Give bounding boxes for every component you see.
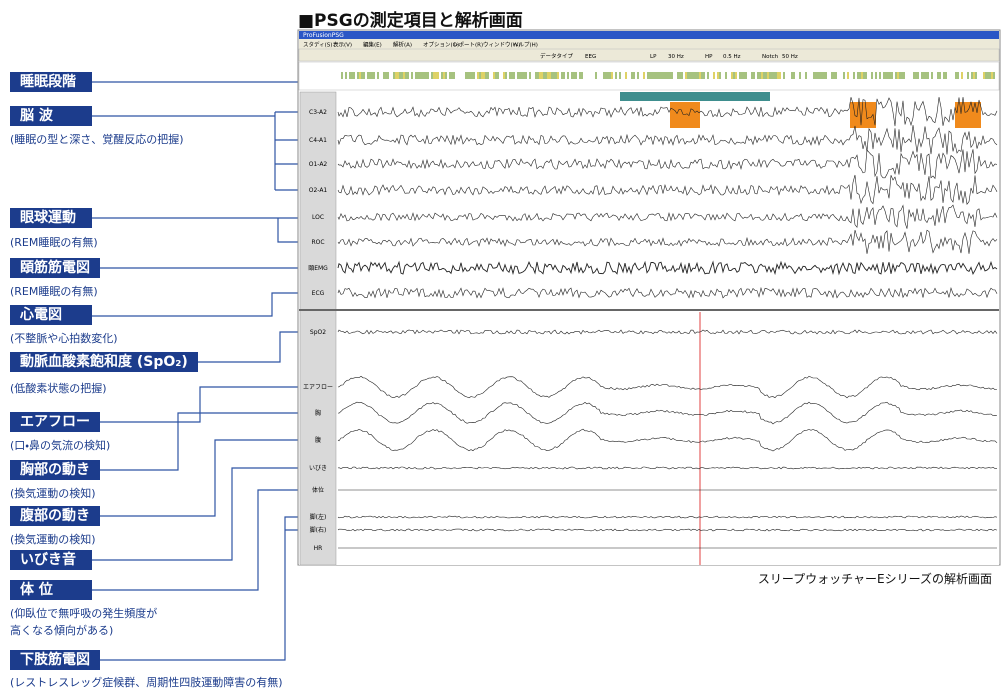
toolbar-item: EEG <box>585 54 596 60</box>
item-description: (換気運動の検知) <box>10 531 96 547</box>
toolbar-item: 50 Hz <box>782 54 798 60</box>
item-description: (口・鼻の気流の検知) <box>10 437 110 453</box>
item-label: 心電図 <box>10 305 92 325</box>
channel-label: ROC <box>311 239 324 246</box>
channel-label: 腹 <box>315 436 321 444</box>
toolbar-item: 0.5 Hz <box>723 54 741 60</box>
caption: スリープウォッチャーEシリーズの解析画面 <box>758 570 992 587</box>
item-label: 眼球運動 <box>10 208 92 228</box>
item-label: 下肢筋電図 <box>10 650 100 670</box>
menu-item: スタディ(S) <box>303 41 332 49</box>
channel-label: C4-A1 <box>309 137 327 144</box>
channel-label: HR <box>314 545 323 552</box>
item-label: 胸部の動き <box>10 460 100 480</box>
channel-label: O1-A2 <box>309 161 328 168</box>
channel-label: O2-A1 <box>309 187 328 194</box>
channel-label: エアフロー <box>303 384 333 391</box>
menu-item: 編集(E) <box>363 41 382 49</box>
item-description: (REM睡眠の有無) <box>10 283 98 299</box>
item-label: 脳 波 <box>10 106 92 126</box>
toolbar-item: データタイプ <box>540 52 574 60</box>
channel-label: ECG <box>312 290 325 297</box>
screenshot: ProFusionPSGスタディ(S)表示(V)編集(E)解析(A)オプション(… <box>298 30 1000 565</box>
item-label: エアフロー <box>10 412 100 432</box>
item-description: (REM睡眠の有無) <box>10 234 98 250</box>
channel-label: 頤EMG <box>308 265 328 272</box>
item-description: 高くなる傾向がある) <box>10 622 113 638</box>
menu-item: レポート(R) <box>453 42 483 49</box>
trace-area <box>299 92 999 565</box>
item-label: 頤筋筋電図 <box>10 258 100 278</box>
item-label: 動脈血酸素飽和度 (SpO₂) <box>10 352 198 372</box>
item-description: (仰臥位で無呼吸の発生頻度が <box>10 605 157 621</box>
toolbar-item: HP <box>705 54 713 60</box>
menu-item: ヘルプ(H) <box>513 42 538 49</box>
title-bar <box>299 31 999 39</box>
item-description: (レストレスレッグ症候群、周期性四肢運動障害の有無) <box>10 674 283 690</box>
arousal-mark <box>670 102 700 128</box>
toolbar-item: LP <box>650 54 657 60</box>
toolbar-item: 30 Hz <box>668 54 684 60</box>
menu-item: 解析(A) <box>393 41 412 49</box>
toolbar-item: Notch <box>762 54 779 60</box>
item-description: (換気運動の検知) <box>10 485 96 501</box>
item-label: 腹部の動き <box>10 506 100 526</box>
item-description: (不整脈や心拍数変化) <box>10 330 118 346</box>
channel-label: 脚(左) <box>310 513 327 521</box>
menu-item: 表示(V) <box>333 41 352 49</box>
page-title: ■PSGの測定項目と解析画面 <box>298 6 523 31</box>
channel-label: C3-A2 <box>309 109 327 116</box>
toolbar <box>299 49 999 61</box>
item-label: 体 位 <box>10 580 92 600</box>
channel-label: LOC <box>312 214 324 221</box>
item-label: 睡眠段階 <box>10 72 92 92</box>
channel-label: SpO2 <box>310 329 326 336</box>
window-title: ProFusionPSG <box>303 32 344 39</box>
item-description: (低酸素状態の把握) <box>10 380 107 396</box>
arousal-mark <box>850 102 876 128</box>
channel-label: 体位 <box>312 486 324 494</box>
channel-label: 胸 <box>315 409 321 417</box>
channel-label: 脚(右) <box>310 526 327 534</box>
cursor-bar <box>620 92 770 101</box>
arousal-mark <box>955 102 981 128</box>
page: {"header": {"title": "■PSGの測定項目と解析画面"}, … <box>0 0 1002 686</box>
item-description: (睡眠の型と深さ、覚醒反応の把握) <box>10 131 184 147</box>
channel-label: いびき <box>309 464 327 472</box>
item-label: いびき音 <box>10 550 92 570</box>
